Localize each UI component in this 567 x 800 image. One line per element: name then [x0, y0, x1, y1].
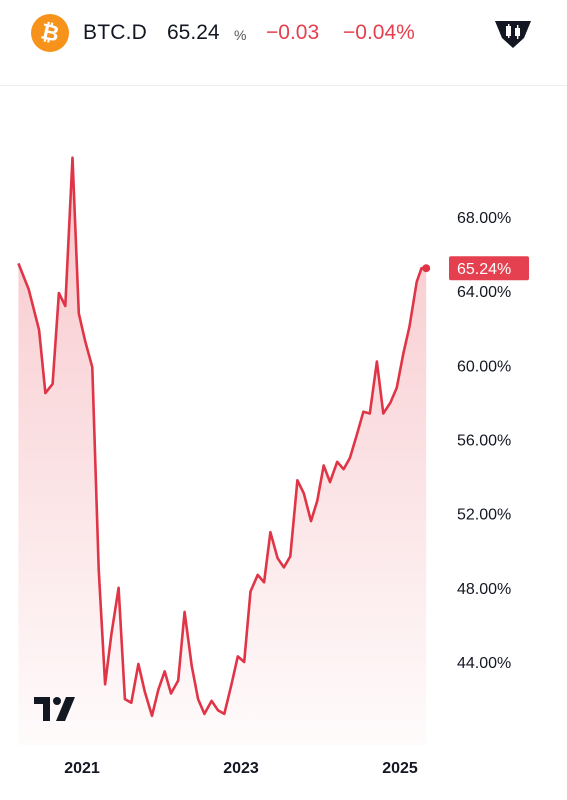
price-unit: % [234, 27, 247, 43]
tradingview-logo [34, 695, 84, 723]
x-tick-label: 2021 [64, 760, 100, 777]
symbol-name[interactable]: BTC.D [83, 21, 147, 44]
bitcoin-icon: ₿ [31, 14, 69, 52]
last-point-marker [422, 264, 431, 273]
y-tick-label: 68.00% [457, 210, 511, 227]
x-tick-label: 2025 [382, 760, 418, 777]
price-change: −0.03 [266, 21, 320, 44]
last-value-label: 65.24% [457, 261, 511, 278]
series-line [17, 156, 427, 718]
price-change-percent: −0.04% [343, 21, 415, 44]
dominance-chart[interactable]: 68.00% 64.00% 60.00% 56.00% 52.00% 48.00% 44.0… [0, 86, 567, 800]
current-price: 65.24 [167, 21, 220, 44]
y-tick-label: 56.00% [457, 433, 511, 450]
y-tick-label: 60.00% [457, 358, 511, 375]
x-tick-label: 2023 [223, 760, 259, 777]
area-fill [18, 157, 427, 745]
last-value-badge [449, 256, 529, 281]
bitcoin-glyph: ₿ [38, 18, 62, 47]
symbol-header: ₿ BTC.D 65.24 % −0.03 −0.04% [0, 0, 567, 86]
y-tick-label: 44.00% [457, 655, 511, 672]
y-tick-label: 64.00% [457, 284, 511, 301]
candlestick-icon[interactable] [493, 14, 533, 52]
y-tick-label: 52.00% [457, 507, 511, 524]
y-tick-label: 48.00% [457, 581, 511, 598]
